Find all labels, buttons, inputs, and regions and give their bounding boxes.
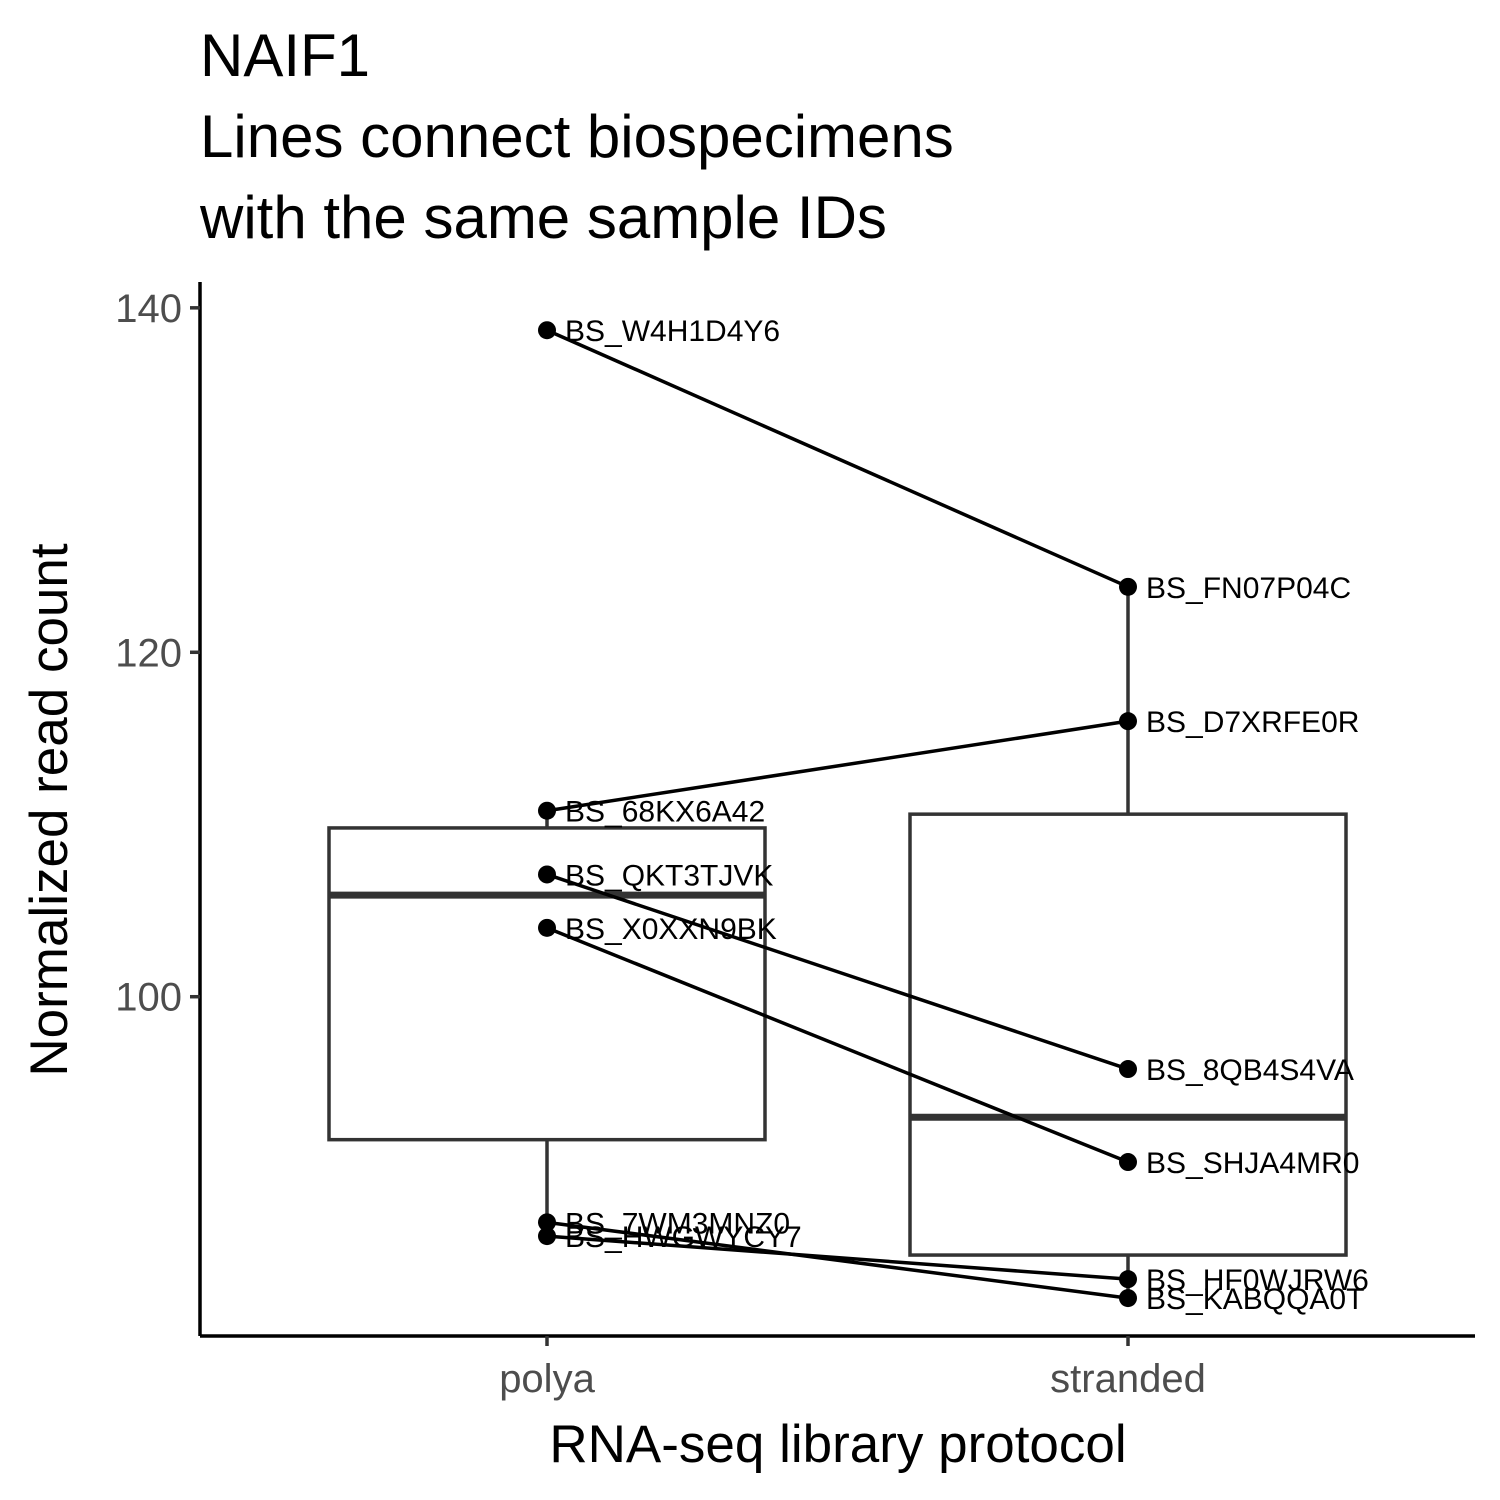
point-label: BS_QKT3TJVK — [565, 859, 773, 892]
point-label: BS_KABQQA0T — [1146, 1283, 1364, 1316]
sample-connector-line — [546, 719, 1129, 813]
point-label: BS_7WM3MNZ0 — [565, 1207, 790, 1240]
data-point — [538, 918, 556, 937]
data-point — [1119, 1060, 1137, 1079]
y-tick-label: 120 — [115, 631, 182, 675]
chart-title: NAIF1 Lines connect biospecimens with th… — [199, 22, 954, 251]
point-label: BS_FN07P04C — [1146, 572, 1351, 605]
plot-area: BS_W4H1D4Y6 BS_68KX6A42 BS_QKT3TJVK BS_X0XX… — [327, 315, 1369, 1316]
x-tick-label: stranded — [1050, 1357, 1206, 1401]
point-label: BS_X0XXN9BK — [565, 913, 777, 946]
data-point — [1119, 577, 1137, 596]
title-line-1: NAIF1 — [200, 22, 370, 89]
data-points: BS_W4H1D4Y6 BS_68KX6A42 BS_QKT3TJVK BS_X0XX… — [538, 315, 1369, 1316]
data-point — [1119, 1270, 1137, 1289]
y-tick-label: 140 — [115, 287, 182, 331]
data-point — [538, 1227, 556, 1246]
y-tick-label: 100 — [115, 976, 182, 1020]
sample-connector-line — [546, 926, 1129, 1164]
box-iqr — [908, 812, 1348, 1257]
point-label: BS_HWGWYCY7 — [565, 1221, 802, 1254]
point-label: BS_SHJA4MR0 — [1146, 1147, 1359, 1180]
data-point — [538, 865, 556, 884]
sample-connector-line — [546, 1220, 1129, 1300]
sample-connector-line — [546, 872, 1129, 1071]
title-line-3: with the same sample IDs — [199, 184, 887, 251]
sample-connector-line — [546, 328, 1129, 589]
data-point — [538, 321, 556, 340]
point-label: BS_W4H1D4Y6 — [565, 315, 780, 348]
point-label: BS_68KX6A42 — [565, 796, 765, 829]
data-point — [538, 1213, 556, 1232]
title-line-2: Lines connect biospecimens — [200, 103, 954, 170]
data-point — [1119, 1289, 1137, 1308]
y-axis-title: Normalized read count — [20, 543, 79, 1076]
axes: 100 120 140 polya stranded — [115, 282, 1475, 1401]
sample-connector-line — [546, 1234, 1129, 1281]
data-point — [1119, 712, 1137, 731]
point-label: BS_HF0WJRW6 — [1146, 1264, 1369, 1297]
x-axis-title: RNA-seq library protocol — [549, 1415, 1126, 1474]
data-point — [1119, 1153, 1137, 1172]
connecting-lines — [546, 328, 1129, 1300]
point-label: BS_8QB4S4VA — [1146, 1054, 1354, 1087]
boxplot-stranded — [908, 586, 1348, 1299]
data-point — [538, 801, 556, 820]
point-label: BS_D7XRFE0R — [1146, 706, 1359, 739]
x-tick-label: polya — [499, 1357, 595, 1401]
